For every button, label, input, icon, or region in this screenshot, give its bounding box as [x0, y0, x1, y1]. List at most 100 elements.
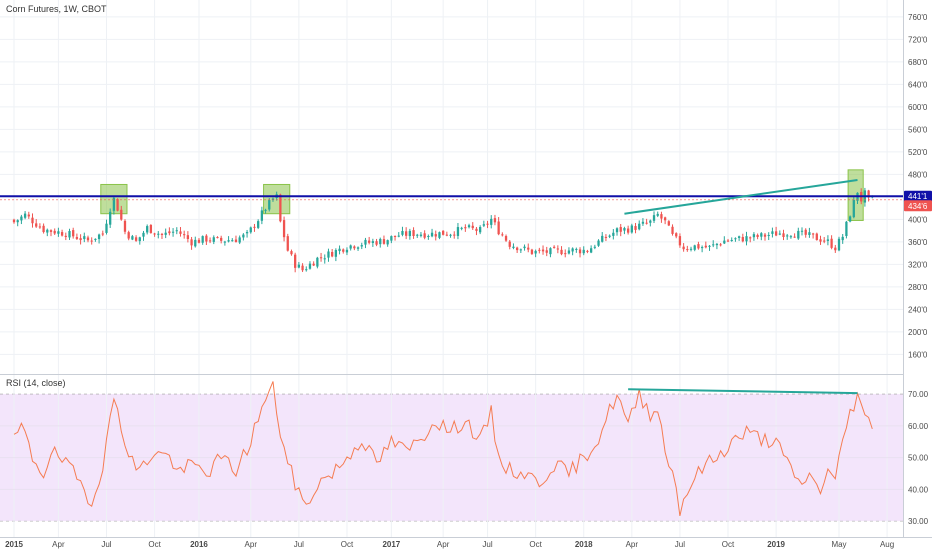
candle-body[interactable]: [282, 220, 286, 238]
candle-body[interactable]: [279, 194, 282, 222]
candle-body[interactable]: [464, 227, 467, 229]
candle-body[interactable]: [64, 235, 67, 237]
candle-body[interactable]: [342, 249, 345, 252]
candle-body[interactable]: [604, 236, 608, 238]
candle-body[interactable]: [453, 234, 456, 236]
candle-body[interactable]: [101, 233, 104, 235]
rsi-pane[interactable]: RSI (14, close): [0, 375, 903, 537]
candle-body[interactable]: [589, 248, 593, 253]
candle-body[interactable]: [338, 248, 341, 252]
candle-body[interactable]: [353, 246, 356, 249]
candle-body[interactable]: [286, 236, 289, 251]
candle-body[interactable]: [564, 253, 567, 255]
candle-body[interactable]: [527, 247, 530, 250]
candle-body[interactable]: [308, 263, 312, 269]
candle-body[interactable]: [23, 213, 27, 218]
candle-body[interactable]: [393, 235, 397, 237]
candle-body[interactable]: [497, 221, 500, 235]
candle-body[interactable]: [523, 246, 526, 249]
candle-body[interactable]: [745, 236, 748, 242]
candle-body[interactable]: [430, 232, 434, 237]
candle-body[interactable]: [53, 230, 56, 234]
candle-body[interactable]: [382, 239, 386, 244]
candle-body[interactable]: [667, 221, 670, 226]
candle-body[interactable]: [186, 235, 190, 240]
candle-body[interactable]: [38, 226, 42, 228]
candle-body[interactable]: [730, 239, 733, 241]
candle-body[interactable]: [678, 236, 682, 246]
price-scale[interactable]: 760'0 720'0 680'0 640'0 600'0 560'0 520'0 480'0…: [903, 0, 932, 537]
candle-body[interactable]: [508, 241, 511, 247]
candle-body[interactable]: [331, 251, 334, 257]
candle-body[interactable]: [841, 236, 844, 241]
candle-body[interactable]: [778, 233, 781, 235]
candle-body[interactable]: [438, 232, 441, 238]
candle-body[interactable]: [216, 237, 219, 239]
candle-body[interactable]: [142, 232, 145, 237]
candle-body[interactable]: [312, 263, 315, 266]
candle-body[interactable]: [356, 247, 360, 249]
candle-body[interactable]: [660, 214, 663, 219]
candle-body[interactable]: [575, 248, 578, 250]
candlestick-series[interactable]: [12, 187, 874, 273]
candle-body[interactable]: [793, 236, 796, 238]
candle-body[interactable]: [501, 234, 504, 236]
candle-body[interactable]: [460, 227, 463, 229]
candle-body[interactable]: [819, 239, 822, 242]
candle-body[interactable]: [560, 249, 563, 255]
candle-body[interactable]: [538, 249, 541, 251]
candle-body[interactable]: [782, 233, 785, 238]
candle-body[interactable]: [626, 228, 630, 233]
candle-body[interactable]: [475, 228, 478, 231]
candle-body[interactable]: [146, 226, 149, 233]
candle-body[interactable]: [486, 223, 489, 225]
candle-body[interactable]: [190, 239, 193, 246]
candle-body[interactable]: [797, 230, 800, 239]
candle-body[interactable]: [512, 246, 515, 248]
price-pane[interactable]: Corn Futures, 1W, CBOT: [0, 0, 903, 374]
candle-body[interactable]: [375, 241, 378, 245]
candle-body[interactable]: [804, 229, 807, 235]
candle-body[interactable]: [823, 240, 826, 242]
candle-body[interactable]: [323, 258, 326, 260]
candle-body[interactable]: [700, 247, 704, 249]
candle-body[interactable]: [482, 224, 485, 226]
candle-body[interactable]: [294, 254, 297, 268]
candle-body[interactable]: [90, 240, 93, 242]
candle-body[interactable]: [68, 231, 71, 238]
candle-body[interactable]: [116, 199, 119, 211]
candle-body[interactable]: [175, 230, 178, 232]
candle-body[interactable]: [408, 230, 412, 237]
candle-body[interactable]: [271, 198, 275, 200]
candle-body[interactable]: [671, 226, 674, 234]
candle-body[interactable]: [686, 249, 689, 251]
candle-body[interactable]: [316, 257, 319, 267]
candle-body[interactable]: [456, 227, 460, 236]
candle-body[interactable]: [652, 215, 656, 221]
candle-body[interactable]: [767, 234, 770, 236]
candle-body[interactable]: [504, 236, 508, 241]
candle-body[interactable]: [623, 228, 626, 231]
candle-body[interactable]: [35, 223, 38, 227]
candle-body[interactable]: [123, 220, 127, 232]
candle-body[interactable]: [837, 238, 841, 251]
candle-body[interactable]: [567, 250, 571, 254]
candle-body[interactable]: [815, 233, 818, 241]
candle-body[interactable]: [852, 199, 855, 218]
candle-body[interactable]: [205, 235, 208, 242]
candle-body[interactable]: [641, 221, 645, 224]
candle-body[interactable]: [194, 239, 197, 247]
candle-body[interactable]: [86, 237, 90, 241]
candle-body[interactable]: [319, 257, 323, 259]
candle-body[interactable]: [46, 229, 49, 233]
candle-body[interactable]: [471, 225, 474, 229]
candle-body[interactable]: [726, 240, 730, 242]
candle-body[interactable]: [630, 225, 633, 233]
candle-body[interactable]: [834, 247, 837, 251]
candle-body[interactable]: [423, 233, 426, 238]
candle-body[interactable]: [327, 251, 330, 258]
candle-body[interactable]: [760, 233, 763, 237]
candle-body[interactable]: [493, 218, 497, 223]
candle-body[interactable]: [379, 238, 382, 245]
